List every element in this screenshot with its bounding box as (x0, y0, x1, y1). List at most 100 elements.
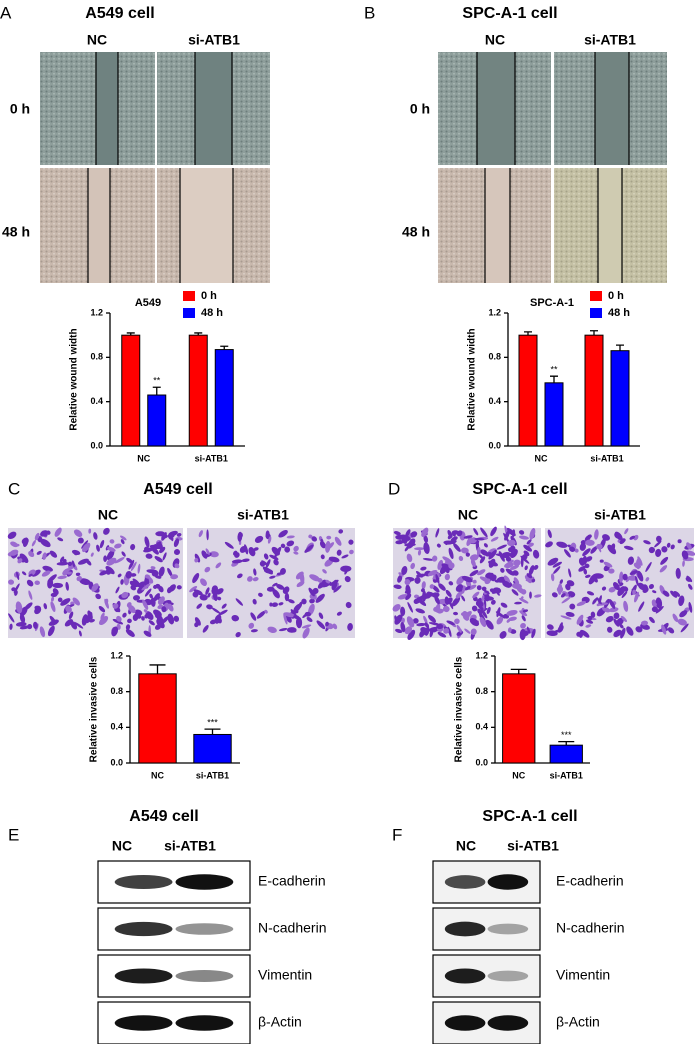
cell (511, 583, 523, 590)
cell (580, 629, 590, 638)
cell (435, 528, 440, 538)
cell (301, 624, 312, 629)
cell (592, 597, 598, 605)
blot-band (487, 923, 529, 935)
cell (205, 548, 210, 555)
cell (461, 595, 466, 602)
cell (99, 570, 108, 576)
cell (99, 615, 109, 626)
cell (392, 604, 401, 612)
cell (437, 631, 447, 638)
cell (448, 581, 454, 586)
panel-letter: A (0, 3, 12, 22)
cell (81, 542, 91, 553)
cell (306, 616, 313, 623)
blot-band (175, 1015, 234, 1031)
blot-band (175, 970, 234, 982)
cell (258, 592, 263, 597)
cell (484, 596, 494, 601)
cell (524, 565, 528, 571)
cell (686, 542, 692, 550)
cell (309, 574, 321, 582)
cell (125, 570, 132, 579)
bar (502, 673, 536, 764)
cell (16, 571, 20, 581)
cell (224, 541, 234, 549)
cell (587, 534, 592, 539)
cell (619, 538, 626, 545)
cell (681, 550, 689, 560)
cell (490, 526, 497, 537)
cell (273, 559, 279, 566)
cell (623, 600, 629, 612)
y-axis-label: Relative wound width (69, 328, 80, 430)
cell (488, 549, 497, 560)
cell (513, 559, 521, 566)
cell (130, 543, 136, 551)
blot-band (487, 874, 529, 890)
wound-gap (180, 168, 233, 283)
cell (652, 590, 657, 594)
cell (404, 579, 411, 586)
cell (483, 543, 488, 548)
cell (325, 579, 330, 584)
cell (161, 532, 167, 541)
cell (308, 603, 315, 616)
cell (347, 622, 353, 631)
cell (71, 560, 75, 568)
legend-label: 0 h (201, 290, 217, 302)
cell (601, 606, 611, 613)
cell (331, 579, 338, 591)
cell (423, 542, 430, 555)
cell (231, 559, 243, 564)
cell (432, 555, 438, 562)
legend-swatch (590, 308, 602, 318)
cell (519, 598, 529, 604)
x-tick-label: si-ATB1 (550, 770, 583, 780)
cell (274, 546, 282, 558)
band-label: N-cadherin (258, 920, 326, 936)
cell (89, 619, 95, 623)
error-bar (194, 332, 203, 336)
cell (218, 609, 228, 616)
cell (112, 603, 119, 609)
cell (286, 535, 295, 539)
cell (309, 598, 315, 604)
error-bar (524, 331, 532, 336)
cell (287, 599, 295, 604)
cell (93, 532, 98, 540)
panel-letter: E (8, 825, 19, 844)
cell (120, 539, 125, 545)
cell (325, 621, 329, 627)
cell (137, 563, 141, 574)
cell (569, 546, 576, 552)
wound-gap (96, 52, 118, 165)
cell (272, 589, 280, 599)
panel-title: SPC-A-1 cell (472, 481, 567, 498)
cell (42, 552, 47, 560)
cell (512, 570, 519, 576)
legend-swatch (183, 308, 195, 318)
cell (253, 568, 257, 576)
y-tick-label: 0.8 (488, 352, 501, 362)
blot-band (487, 970, 529, 982)
cell (553, 566, 561, 574)
cell (204, 566, 211, 573)
cell (8, 579, 15, 585)
cell (558, 622, 563, 632)
cell (153, 543, 158, 551)
cell (200, 578, 207, 587)
cell (508, 616, 517, 621)
cell (333, 585, 342, 593)
blot-band (175, 923, 234, 935)
cell (253, 547, 259, 551)
cell (472, 591, 480, 599)
cell (143, 609, 148, 613)
panel-title: A549 cell (129, 808, 198, 825)
cell (608, 599, 616, 609)
cell (127, 618, 132, 624)
panel-letter: D (388, 479, 400, 498)
cell (448, 547, 454, 560)
error-bar (510, 668, 527, 674)
cell (445, 589, 452, 598)
